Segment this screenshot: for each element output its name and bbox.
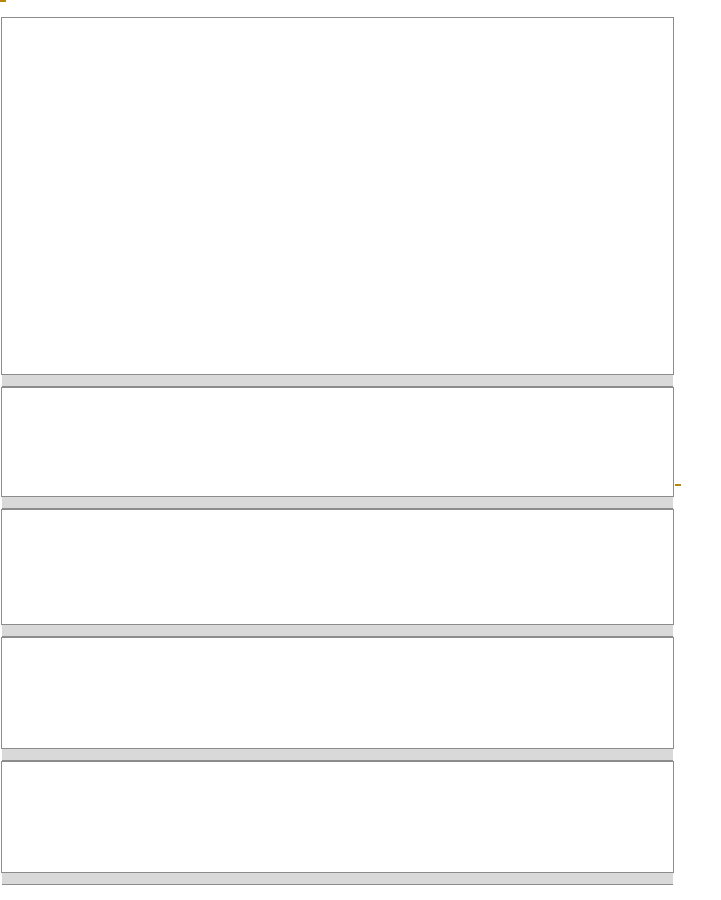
slowsto-chart-canvas [2,638,673,748]
dmi-chart-canvas [2,762,673,872]
x-axis-strip [2,872,673,885]
volume-legend [6,390,17,401]
dmi-panel[interactable] [1,761,674,873]
last-price-tag [0,0,6,2]
macd-panel[interactable] [1,509,674,625]
macd-legend [6,512,27,523]
volume-unit-tag [675,484,681,486]
price-panel[interactable] [1,17,674,375]
x-axis-strip [2,748,673,761]
macd-chart-canvas [2,510,673,624]
slowsto-legend [6,640,27,651]
price-chart-canvas [2,18,673,374]
slowsto-panel[interactable] [1,637,674,749]
dmi-legend [6,764,41,775]
volume-panel[interactable] [1,387,674,497]
volume-chart-canvas [2,388,673,496]
header [0,0,721,18]
price-legend [6,21,20,32]
x-axis-strip [2,496,673,509]
x-axis-strip [2,624,673,637]
x-axis-strip [2,374,673,387]
